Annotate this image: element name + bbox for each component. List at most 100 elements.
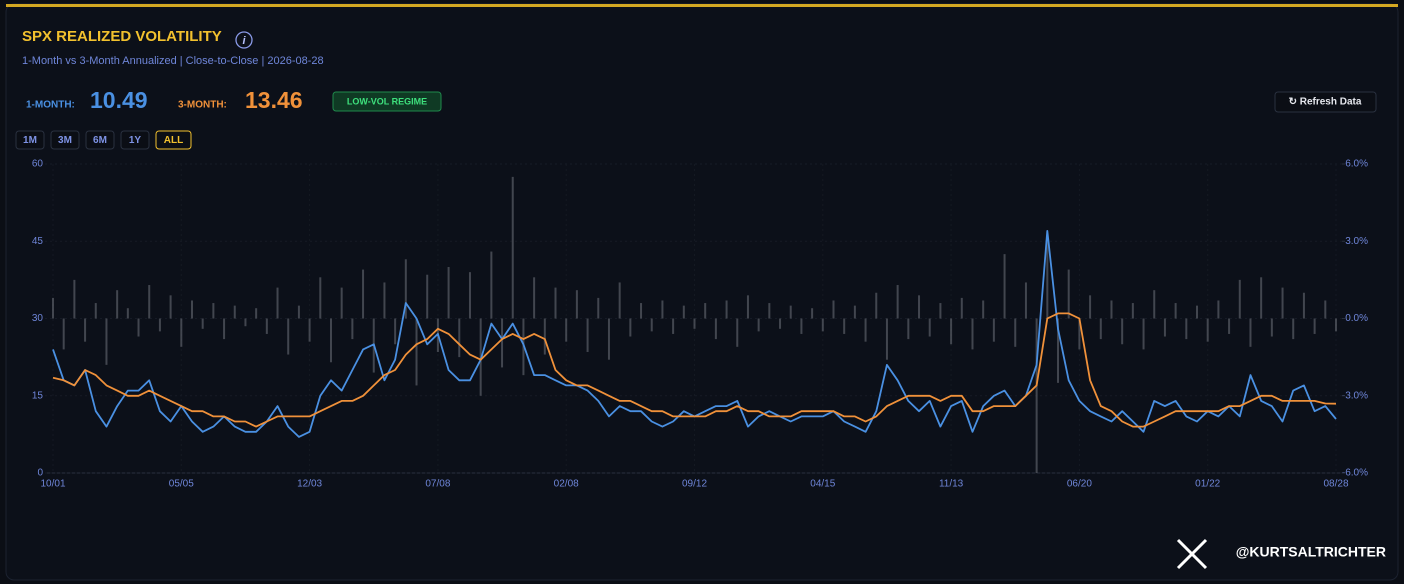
return-bar <box>768 303 771 319</box>
return-bar <box>1110 300 1113 319</box>
return-bar <box>832 300 835 319</box>
return-bar <box>821 318 824 332</box>
return-bar <box>1238 279 1241 319</box>
range-button[interactable] <box>120 130 150 150</box>
return-bar <box>426 274 429 319</box>
return-bar <box>640 303 643 319</box>
x-tick-label: 07/08 <box>425 479 450 490</box>
return-bar <box>1067 269 1070 319</box>
stat-label: 3-MONTH: <box>178 100 227 111</box>
accent-bar <box>6 4 1398 7</box>
return-bar <box>233 305 236 319</box>
return-bar <box>394 318 397 345</box>
return-bar <box>1035 318 1038 473</box>
return-bar <box>650 318 653 332</box>
return-bar <box>490 251 493 319</box>
return-bar <box>672 318 675 334</box>
return-bar <box>939 303 942 319</box>
return-bar <box>565 318 568 342</box>
return-bar <box>618 282 621 319</box>
y2-tick-label: 6.0% <box>1345 159 1368 170</box>
return-bar <box>907 318 910 340</box>
y-tick-label: 60 <box>32 159 44 170</box>
return-bar <box>971 318 974 350</box>
return-bar <box>1324 300 1327 319</box>
return-bar <box>843 318 846 334</box>
return-bar <box>1217 300 1220 319</box>
info-icon[interactable] <box>235 31 253 49</box>
refresh-text: ↻ Refresh Data <box>1289 97 1362 108</box>
x-tick-label: 09/12 <box>682 479 707 490</box>
return-bar <box>244 318 247 327</box>
return-bar <box>265 318 268 334</box>
return-bar <box>1121 318 1124 345</box>
return-bar <box>533 277 536 319</box>
return-bar <box>468 272 471 319</box>
return-bar <box>137 318 140 337</box>
vol-line <box>52 312 1337 428</box>
return-bar <box>383 282 386 319</box>
x-tick-label: 05/05 <box>169 479 194 490</box>
return-bar <box>1292 318 1295 340</box>
return-bar <box>896 285 899 319</box>
return-bar <box>586 318 589 352</box>
return-bar <box>1099 318 1102 340</box>
x-tick-label: 10/01 <box>40 479 65 490</box>
return-bar <box>982 300 985 319</box>
x-tick-label: 02/08 <box>554 479 579 490</box>
return-bar <box>1142 318 1145 350</box>
return-bar <box>458 318 461 358</box>
x-tick-label: 08/28 <box>1323 479 1348 490</box>
return-bar <box>1024 282 1027 319</box>
return-bar <box>992 318 995 342</box>
return-bar <box>1003 254 1006 319</box>
stat-value: 10.49 <box>90 87 148 113</box>
return-bar <box>297 305 300 319</box>
return-bar <box>340 287 343 319</box>
return-bar <box>169 295 172 319</box>
return-bar <box>928 318 931 337</box>
return-bar <box>511 176 514 319</box>
range-label: 1Y <box>129 135 142 146</box>
range-button[interactable] <box>15 130 45 150</box>
return-bar <box>746 295 749 319</box>
return-bar <box>180 318 183 347</box>
return-bar <box>864 318 867 342</box>
return-bar <box>1014 318 1017 347</box>
y-tick-label: 45 <box>32 236 44 247</box>
return-bar <box>158 318 161 332</box>
refresh-button[interactable] <box>1274 91 1377 113</box>
return-bar <box>607 318 610 360</box>
x-tick-label: 01/22 <box>1195 479 1220 490</box>
range-label: 1M <box>23 135 37 146</box>
return-bar <box>276 287 279 319</box>
return-bar <box>447 267 450 319</box>
return-bar <box>1196 305 1199 319</box>
return-bar <box>1057 318 1060 383</box>
badge-text: LOW-VOL REGIME <box>347 96 427 106</box>
y-tick-label: 30 <box>32 313 44 324</box>
return-bar <box>116 290 119 319</box>
return-bar <box>575 290 578 319</box>
range-label: ALL <box>164 135 183 146</box>
return-bar <box>190 300 193 319</box>
return-bar <box>84 318 87 342</box>
range-button[interactable] <box>155 130 192 150</box>
badge <box>332 91 442 112</box>
return-bar <box>212 303 215 319</box>
return-bar <box>725 300 728 319</box>
return-bar <box>779 318 782 329</box>
range-button[interactable] <box>85 130 115 150</box>
return-bar <box>1281 287 1284 319</box>
info-icon-text: i <box>242 35 246 47</box>
return-bar <box>255 308 258 319</box>
return-bar <box>351 318 354 340</box>
return-bar <box>1302 292 1305 319</box>
y2-tick-label: -6.0% <box>1342 468 1368 479</box>
return-bar <box>329 318 332 363</box>
return-bar <box>287 318 290 355</box>
return-bar <box>885 318 888 360</box>
return-bar <box>554 287 557 319</box>
return-bar <box>126 308 129 319</box>
range-button[interactable] <box>50 130 80 150</box>
